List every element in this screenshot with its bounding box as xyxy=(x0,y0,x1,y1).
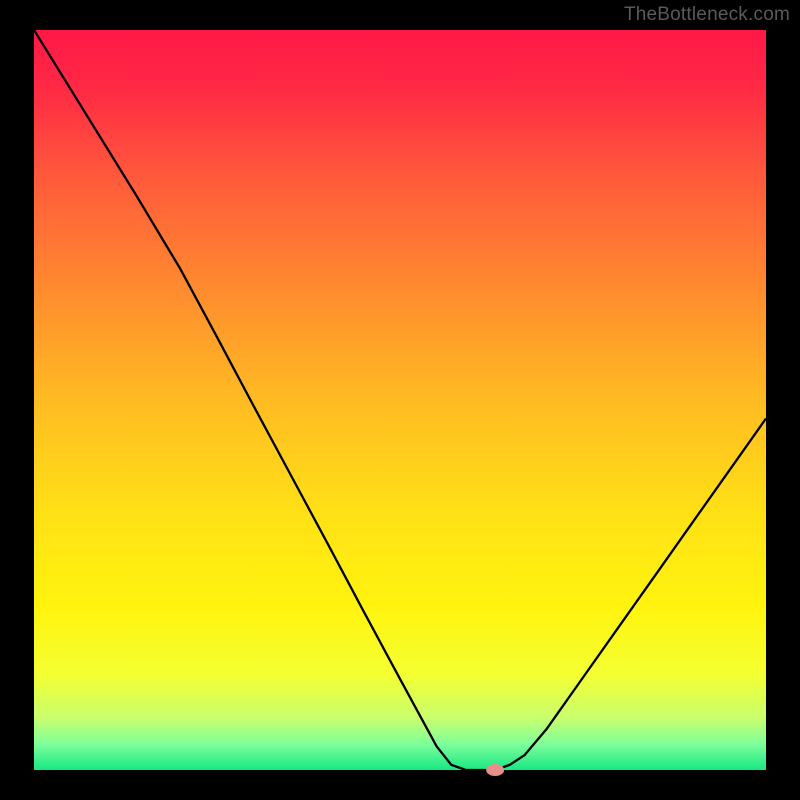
chart-background-gradient xyxy=(34,30,766,770)
chart-container: { "watermark": { "text": "TheBottleneck.… xyxy=(0,0,800,800)
watermark-text: TheBottleneck.com xyxy=(624,4,790,26)
bottleneck-chart xyxy=(0,0,800,800)
optimal-point-marker xyxy=(486,764,504,776)
